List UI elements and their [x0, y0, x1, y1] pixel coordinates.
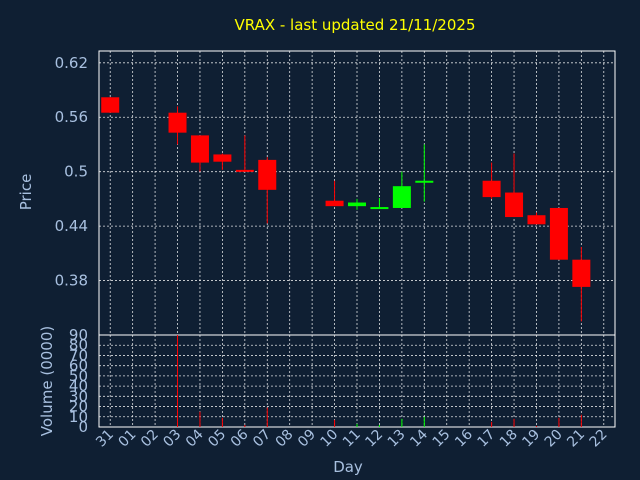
x-tick-label: 17 — [475, 427, 499, 451]
candle-body — [190, 135, 209, 163]
candle-body — [325, 200, 344, 207]
ticks-layer: 3101020304050607080910111213141516171819… — [55, 54, 611, 451]
x-tick-label: 31 — [93, 427, 117, 451]
x-tick-label: 05 — [205, 427, 229, 451]
candle-body — [527, 215, 546, 225]
price-tick-label: 0.38 — [55, 272, 88, 290]
candle-body — [258, 159, 277, 190]
volume-tick-label: 20 — [69, 398, 88, 416]
chart-title: VRAX - last updated 21/11/2025 — [235, 16, 476, 34]
grid-layer — [99, 51, 615, 428]
candle-body — [235, 169, 254, 172]
volume-tick-label: 30 — [69, 387, 88, 405]
x-tick-label: 19 — [519, 427, 543, 451]
x-tick-label: 03 — [160, 427, 184, 451]
x-axis-label: Day — [333, 458, 363, 476]
x-tick-label: 20 — [542, 427, 566, 451]
x-tick-label: 08 — [273, 427, 297, 451]
x-tick-label: 21 — [564, 427, 588, 451]
price-tick-label: 0.44 — [55, 217, 88, 235]
x-tick-label: 13 — [385, 427, 409, 451]
x-tick-label: 10 — [317, 427, 341, 451]
candle-body — [168, 112, 187, 133]
volume-axis-label: Volume (0000) — [38, 326, 56, 436]
candle-body — [572, 259, 591, 287]
volume-tick-label: 40 — [69, 377, 88, 395]
x-tick-label: 12 — [362, 427, 386, 451]
x-tick-label: 11 — [340, 427, 364, 451]
candle-body — [415, 180, 434, 183]
candle-body — [482, 180, 501, 198]
candle-body — [348, 202, 366, 207]
x-tick-label: 22 — [587, 427, 611, 451]
volume-tick-label: 10 — [69, 408, 88, 426]
x-tick-label: 14 — [407, 426, 431, 450]
x-tick-label: 04 — [183, 426, 207, 450]
x-tick-label: 18 — [497, 427, 521, 451]
candle-body — [370, 207, 389, 210]
volume-tick-label: 70 — [69, 346, 88, 364]
candles — [101, 97, 591, 322]
candle-body — [549, 207, 568, 260]
volume-tick-label: 60 — [69, 357, 88, 375]
volume-tick-label: 50 — [69, 367, 88, 385]
volume-bars — [177, 335, 582, 427]
x-tick-label: 06 — [228, 426, 252, 450]
volume-tick-label: 80 — [69, 336, 88, 354]
volume-tick-label: 0 — [78, 418, 88, 436]
x-tick-label: 16 — [452, 426, 476, 450]
x-tick-label: 15 — [430, 427, 454, 451]
x-tick-label: 02 — [138, 427, 162, 451]
candle-body — [213, 154, 232, 162]
candle-body — [392, 186, 411, 208]
x-tick-label: 07 — [250, 427, 274, 451]
price-tick-label: 0.5 — [64, 163, 88, 181]
candle-body — [101, 97, 120, 113]
x-tick-label: 01 — [116, 427, 140, 451]
price-tick-label: 0.56 — [55, 108, 88, 126]
x-tick-label: 09 — [295, 427, 319, 451]
price-axis-label: Price — [17, 174, 35, 211]
price-tick-label: 0.62 — [55, 54, 88, 72]
volume-tick-label: 90 — [69, 326, 88, 344]
candle-body — [505, 192, 524, 218]
